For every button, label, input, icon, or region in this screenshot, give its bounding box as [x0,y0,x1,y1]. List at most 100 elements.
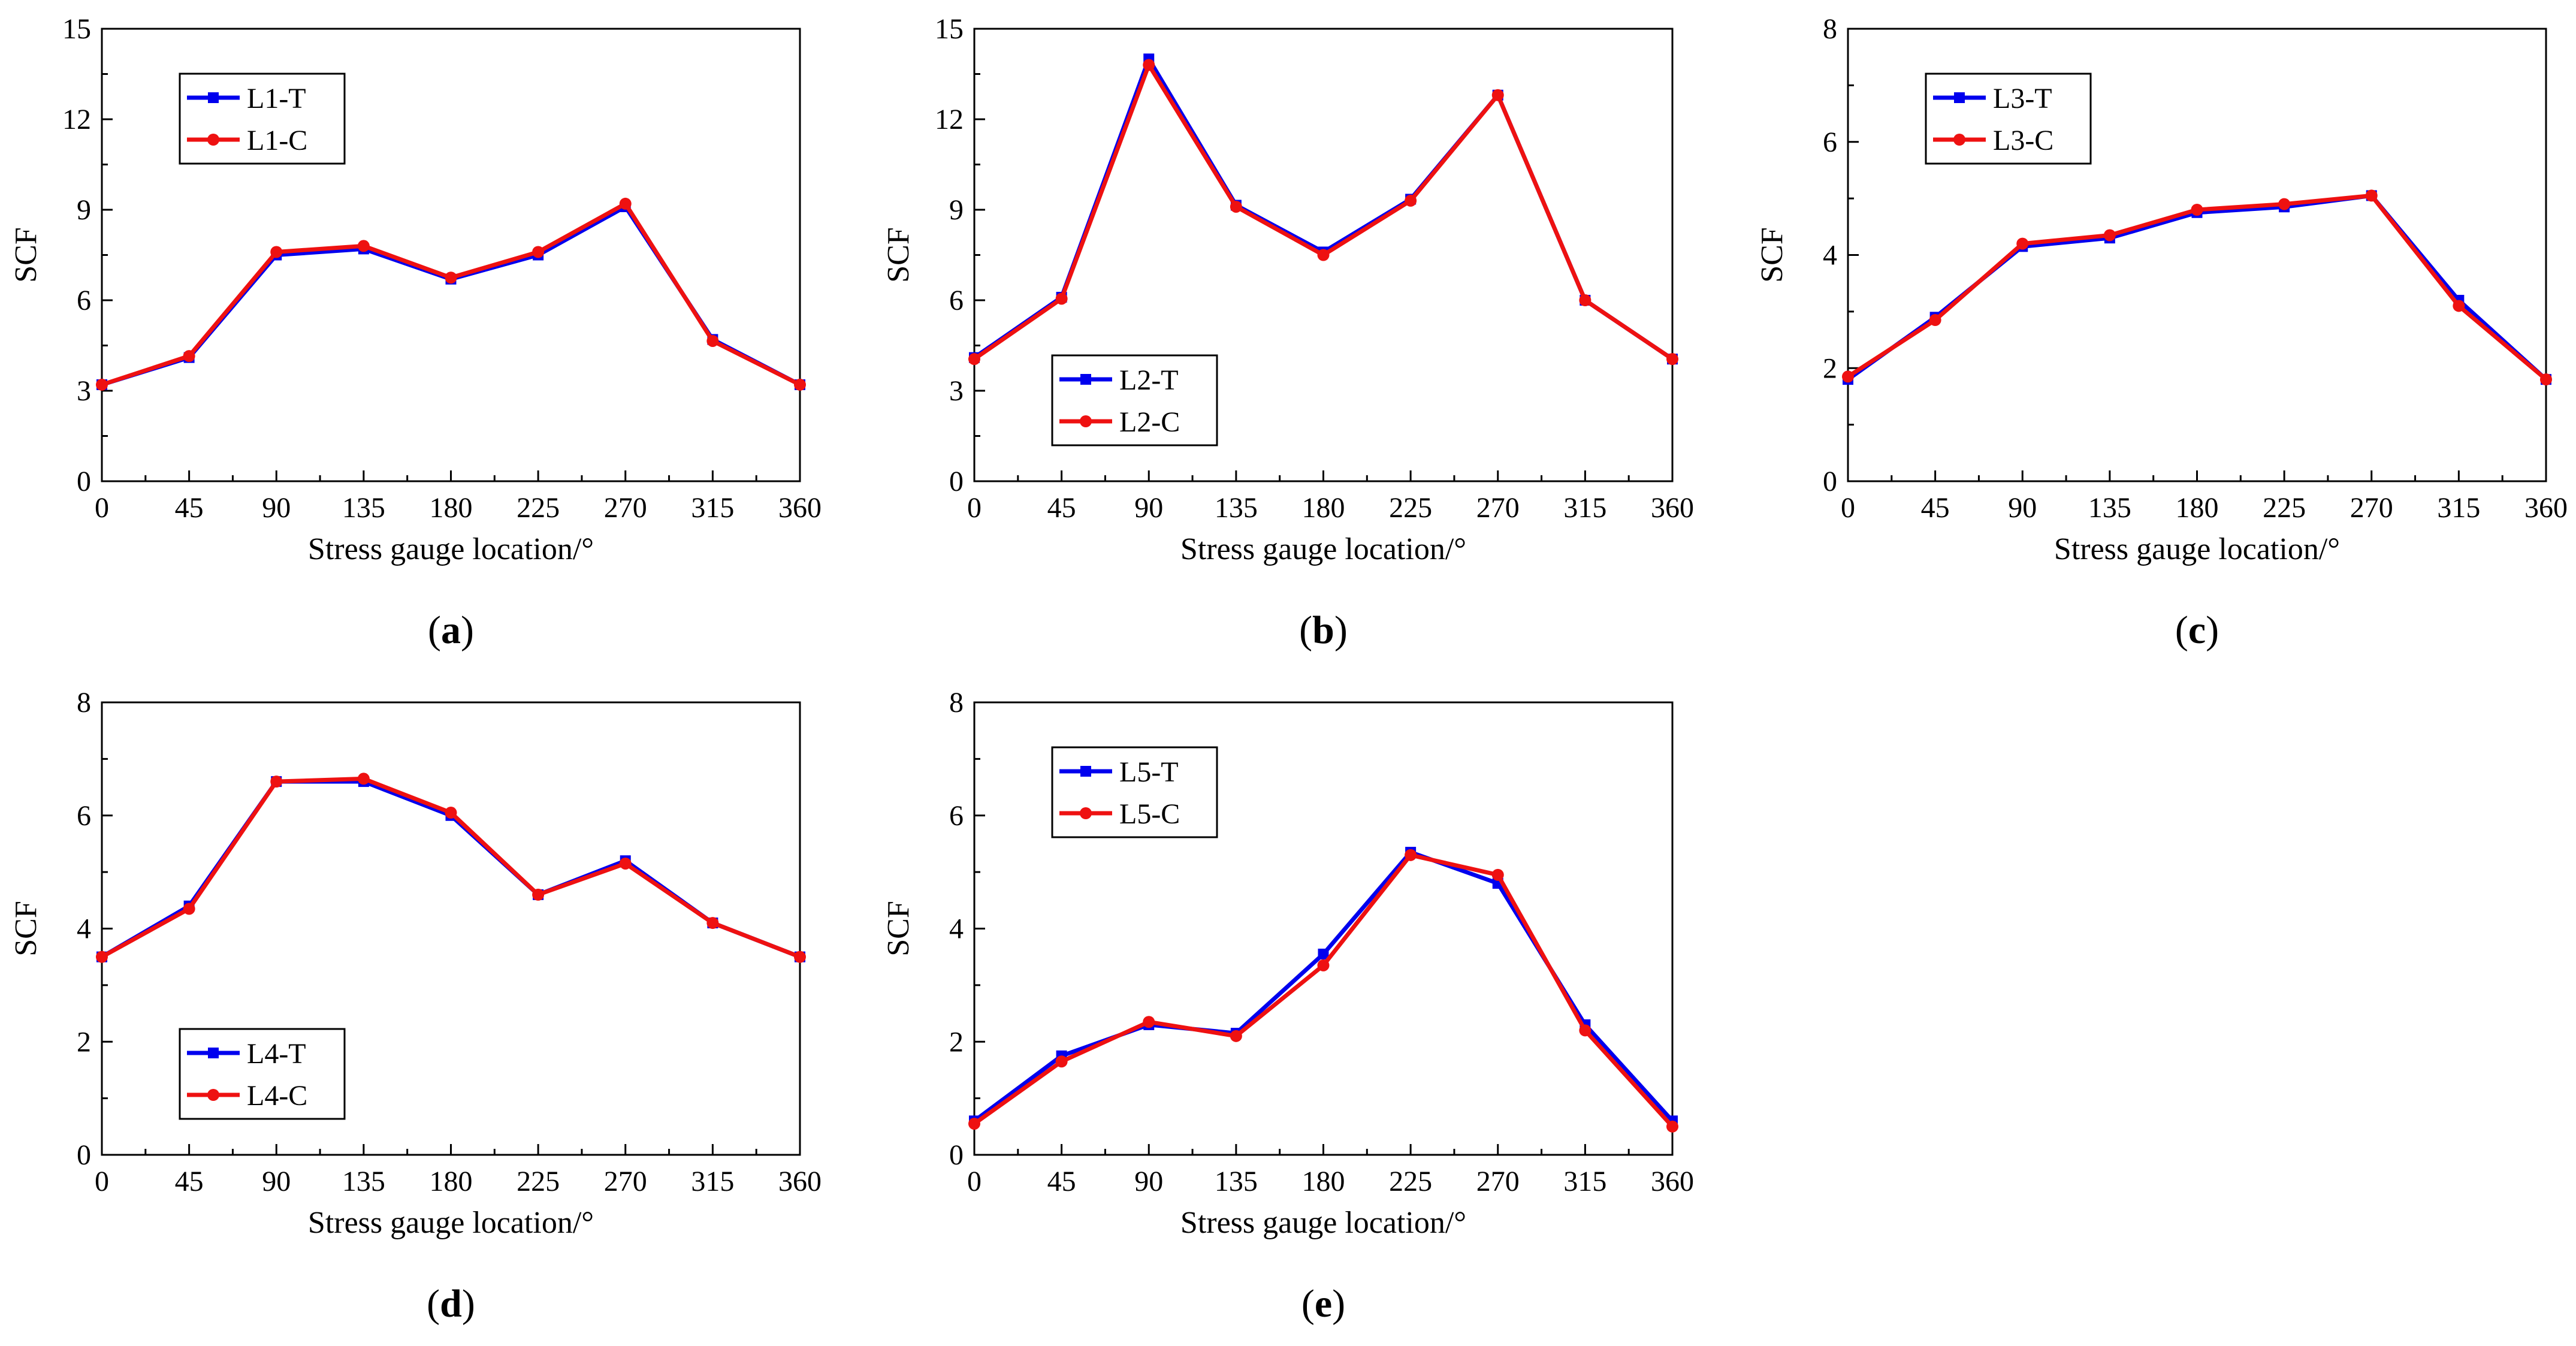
x-tick-label: 135 [342,1166,385,1197]
legend-swatch-marker [207,134,219,146]
x-tick-label: 225 [1389,492,1432,524]
y-axis-title: SCF [881,227,916,283]
data-point-L4-C [532,888,545,901]
x-tick-label: 225 [517,1166,560,1197]
x-tick-label: 270 [2350,492,2393,524]
x-tick-label: 225 [2263,492,2306,524]
x-tick-label: 315 [2437,492,2480,524]
x-tick-label: 315 [1563,492,1606,524]
legend-swatch-marker [1080,415,1092,427]
x-tick-label: 45 [1047,492,1076,524]
data-point-L5-C [1143,1016,1155,1028]
x-tick-label: 90 [262,1166,291,1197]
y-axis-title: SCF [1755,227,1789,283]
series-line-L3-T [1846,193,2548,381]
legend-label: L3-C [1993,125,2053,156]
y-tick-label: 3 [949,375,964,407]
x-tick-label: 135 [1215,492,1258,524]
data-point-L2-C [1405,194,1417,207]
x-tick-label: 180 [430,1166,473,1197]
data-point-L4-C [706,917,719,929]
data-point-L4-C [270,775,283,788]
data-point-L1-C [270,246,283,258]
x-axis-title: Stress gauge location/° [308,1206,594,1240]
data-point-L2-C [1143,59,1155,71]
y-tick-label: 3 [77,375,91,407]
legend-label: L2-C [1119,406,1180,438]
x-tick-label: 0 [95,1166,109,1197]
legend-swatch-marker [1954,92,1965,103]
legend-swatch-marker [1080,807,1092,819]
data-point-L3-C [1929,314,1941,327]
data-point-L1-C [532,246,545,258]
x-tick-label: 180 [430,492,473,524]
x-axis-title: Stress gauge location/° [308,532,594,566]
legend-label: L5-T [1119,756,1179,788]
y-axis-title: SCF [881,901,916,956]
series-line-L5-C [973,853,1674,1128]
x-tick-label: 360 [2524,492,2568,524]
x-tick-label: 270 [1476,1166,1520,1197]
y-tick-label: 4 [949,913,964,945]
x-axis-title: Stress gauge location/° [1180,532,1466,566]
data-point-L3-C [2191,204,2203,216]
x-tick-label: 135 [2088,492,2131,524]
y-tick-label: 6 [77,285,91,316]
legend-box [179,1028,346,1120]
legend-label: L1-T [247,83,306,114]
data-point-L3-C [2453,300,2465,312]
data-point-L5-C [1579,1024,1591,1037]
panel-label: (b) [1299,608,1348,652]
series-line-L1-T [101,204,801,387]
data-point-L3-C [2540,373,2552,386]
legend-box [179,73,346,165]
legend-box [1925,73,2092,165]
y-tick-label: 4 [77,913,91,945]
legend-label: L5-C [1119,798,1180,830]
y-tick-label: 6 [949,800,964,832]
legend-label: L3-T [1993,83,2052,114]
data-point-L2-C [1491,89,1504,101]
data-point-L3-C [2016,237,2029,250]
series-line-L5-T [973,850,1674,1123]
data-point-L4-C [619,857,632,870]
legend-box [1051,746,1218,838]
data-point-L1-C [357,240,370,252]
x-tick-label: 180 [1302,492,1345,524]
data-point-L3-C [2365,189,2378,202]
legend-label: L1-C [247,125,307,156]
data-point-L1-C [706,334,719,347]
x-tick-label: 45 [1921,492,1950,524]
data-point-L5-C [1491,868,1504,881]
x-tick-label: 315 [1563,1166,1606,1197]
x-tick-label: 315 [691,492,734,524]
chart-panel-a: 0 45 90 135 180 225 270 315 360 0 3 6 9 12 15 Stress ga… [9,13,822,652]
x-tick-label: 360 [1651,492,1694,524]
data-point-L3-C [2103,229,2116,242]
data-point-L5-C [1230,1030,1242,1042]
legend-swatch-marker [208,92,219,103]
x-axis-title: Stress gauge location/° [1180,1206,1466,1240]
x-tick-label: 360 [778,492,822,524]
x-tick-label: 0 [967,1166,982,1197]
series-line-L2-C [973,62,1674,361]
legend-swatch-marker [1953,134,1965,146]
legend-swatch-marker [208,1048,219,1058]
data-point-L4-C [794,950,806,963]
y-tick-label: 0 [949,1139,964,1171]
data-point-L3-C [1842,370,1854,383]
y-tick-label: 6 [949,285,964,316]
data-point-L4-C [445,807,457,819]
y-tick-label: 0 [949,466,964,497]
x-tick-label: 225 [1389,1166,1432,1197]
x-tick-label: 45 [175,1166,204,1197]
series-line-L4-C [101,776,801,959]
data-point-L1-C [794,378,806,391]
y-tick-label: 12 [935,104,964,135]
data-point-L2-C [1666,353,1678,366]
x-axis-title: Stress gauge location/° [2054,532,2340,566]
y-tick-label: 2 [949,1026,964,1058]
series-line-L2-T [973,56,1674,361]
data-point-L1-C [445,271,457,284]
